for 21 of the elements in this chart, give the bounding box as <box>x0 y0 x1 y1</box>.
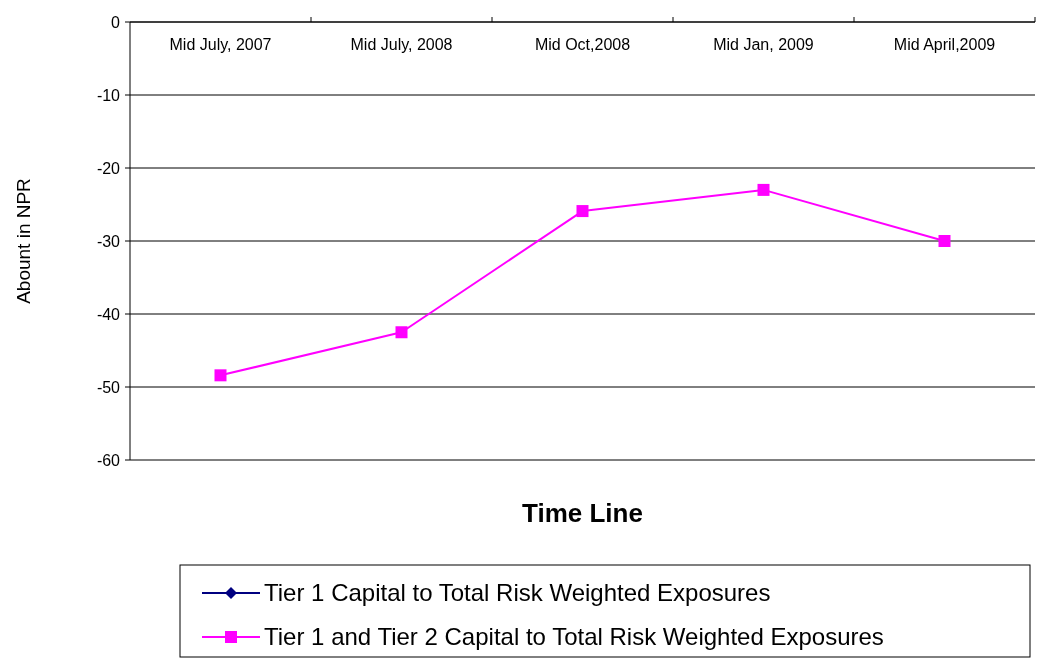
y-tick-label: -60 <box>96 451 121 469</box>
point <box>395 326 408 339</box>
legend-label: Tier 1 Capital to Total Risk Weighted Exposures <box>264 579 771 607</box>
y-tick-label: -50 <box>96 378 121 396</box>
y-tick-label: -30 <box>96 232 121 250</box>
y-tick-label: -10 <box>96 86 121 104</box>
y-tick-label: -40 <box>96 305 121 323</box>
point <box>757 183 770 196</box>
point <box>938 235 951 247</box>
y-axis-title: Abount in NPR <box>13 178 34 304</box>
x-tick-label: Mid July, 2007 <box>169 36 272 53</box>
x-tick-label: Mid April,2009 <box>893 36 996 53</box>
legend-label: Tier 1 and Tier 2 Capital to Total Risk Weighted Exposures <box>264 623 884 651</box>
x-tick-label: Mid July, 2008 <box>350 36 453 53</box>
x-tick-label: Mid Oct,2008 <box>534 36 631 53</box>
point <box>214 369 227 382</box>
x-axis-title: Time Line <box>522 498 643 528</box>
point <box>576 205 589 218</box>
y-tick-label: 0 <box>111 13 121 31</box>
x-tick-label: Mid Jan, 2009 <box>713 36 814 53</box>
y-tick-label: -20 <box>96 159 121 177</box>
